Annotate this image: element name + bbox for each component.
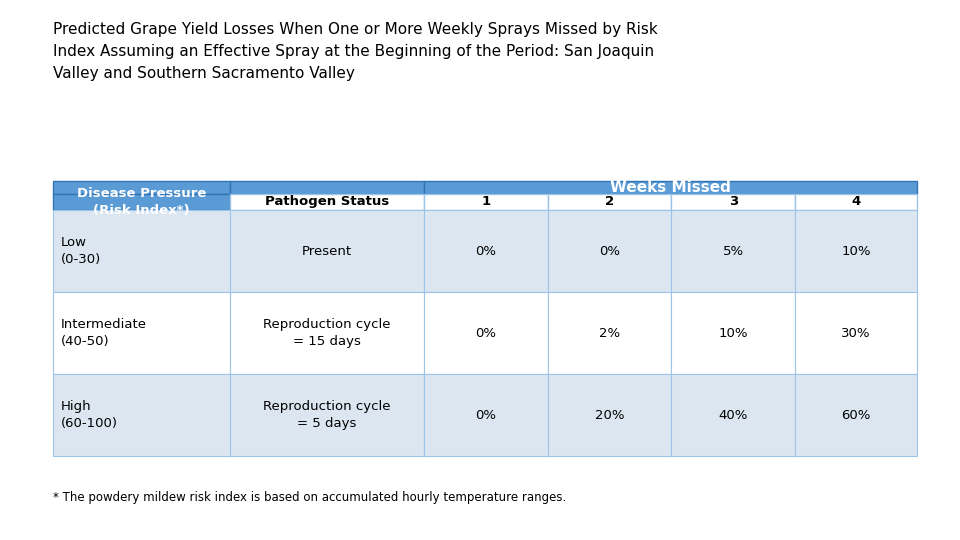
Bar <box>53 292 229 374</box>
Text: 0%: 0% <box>475 245 496 258</box>
Bar <box>424 194 548 210</box>
Text: 40%: 40% <box>718 409 748 422</box>
Bar <box>548 210 671 292</box>
Text: 3: 3 <box>729 195 738 208</box>
Bar <box>548 194 671 210</box>
Text: Predicted Grape Yield Losses When One or More Weekly Sprays Missed by Risk
Index: Predicted Grape Yield Losses When One or… <box>53 22 658 81</box>
Bar <box>53 181 229 194</box>
Text: 5%: 5% <box>723 245 744 258</box>
Bar <box>424 210 548 292</box>
Text: 0%: 0% <box>475 327 496 340</box>
Text: 2%: 2% <box>599 327 620 340</box>
Text: Disease Pressure
(Risk Index*): Disease Pressure (Risk Index*) <box>77 187 206 217</box>
Bar <box>671 292 795 374</box>
Text: Reproduction cycle
= 15 days: Reproduction cycle = 15 days <box>263 318 391 348</box>
Bar <box>229 210 424 292</box>
Bar <box>671 194 795 210</box>
Text: 60%: 60% <box>841 409 871 422</box>
Bar <box>424 374 548 456</box>
Text: Low
(0-30): Low (0-30) <box>60 236 101 266</box>
Text: 10%: 10% <box>841 245 871 258</box>
Text: * The powdery mildew risk index is based on accumulated hourly temperature range: * The powdery mildew risk index is based… <box>53 491 566 504</box>
Bar <box>53 374 229 456</box>
Text: Weeks Missed: Weeks Missed <box>611 180 731 195</box>
Text: 4: 4 <box>852 195 860 208</box>
Bar <box>424 181 917 194</box>
Bar <box>671 210 795 292</box>
Bar <box>795 194 917 210</box>
Bar <box>53 210 229 292</box>
Bar <box>548 292 671 374</box>
Text: Reproduction cycle
= 5 days: Reproduction cycle = 5 days <box>263 400 391 430</box>
Bar <box>229 374 424 456</box>
Text: 10%: 10% <box>718 327 748 340</box>
Text: 1: 1 <box>482 195 491 208</box>
Text: 0%: 0% <box>475 409 496 422</box>
Text: 0%: 0% <box>599 245 620 258</box>
Bar <box>795 210 917 292</box>
Bar <box>424 292 548 374</box>
Text: 20%: 20% <box>595 409 624 422</box>
Bar <box>548 374 671 456</box>
Bar <box>229 181 424 194</box>
Bar <box>229 292 424 374</box>
Text: High
(60-100): High (60-100) <box>60 400 117 430</box>
Bar <box>795 292 917 374</box>
Text: Intermediate
(40-50): Intermediate (40-50) <box>60 318 147 348</box>
Bar <box>229 194 424 210</box>
Bar <box>795 374 917 456</box>
Bar <box>671 374 795 456</box>
Text: 30%: 30% <box>841 327 871 340</box>
Text: 2: 2 <box>605 195 614 208</box>
Text: Pathogen Status: Pathogen Status <box>265 195 389 208</box>
Bar <box>53 194 229 210</box>
Text: Present: Present <box>302 245 352 258</box>
